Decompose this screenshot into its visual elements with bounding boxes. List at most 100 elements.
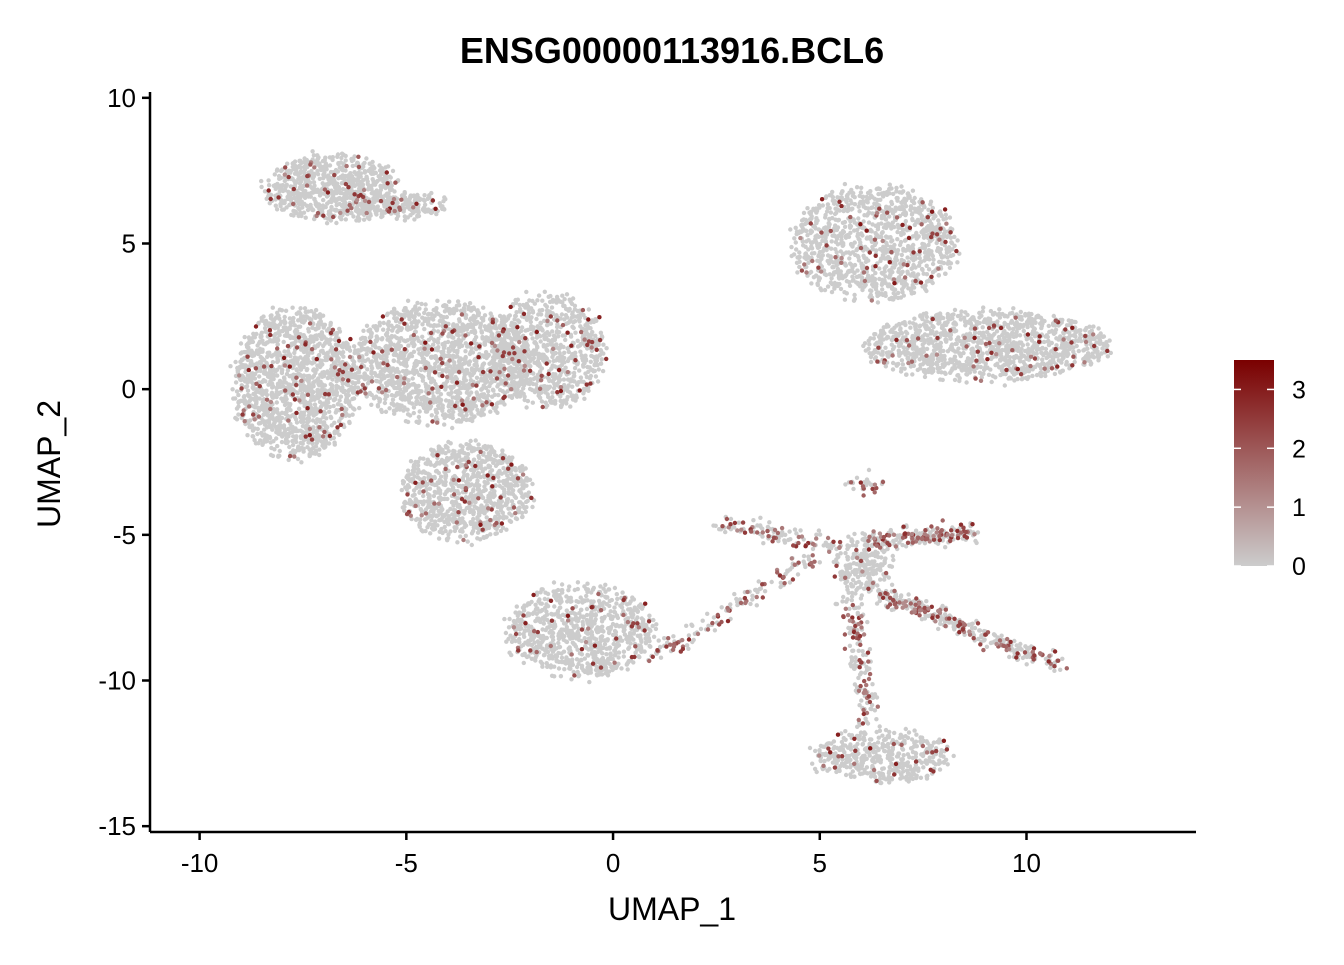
cell-point: [509, 499, 515, 504]
cell-point: [277, 412, 282, 418]
cell-point: [463, 533, 468, 538]
cell-point: [313, 202, 318, 207]
cell-point: [313, 395, 318, 400]
cell-point: [304, 203, 310, 208]
cell-point: [554, 330, 560, 335]
cell-point: [297, 163, 302, 169]
cell-point: [381, 320, 386, 326]
cell-point: [341, 152, 346, 157]
cell-point: [593, 343, 598, 348]
cell-point: [488, 325, 493, 331]
cell-point: [402, 206, 407, 211]
cell-point: [346, 401, 352, 407]
cell-point: [267, 434, 272, 440]
cell-point: [392, 315, 397, 321]
cell-point: [333, 189, 338, 194]
cell-point: [465, 476, 471, 482]
cell-point: [425, 196, 431, 201]
cell-point: [435, 329, 441, 334]
cell-point: [248, 425, 253, 430]
cell-point: [291, 428, 297, 433]
cell-point: [324, 221, 330, 226]
cell-point: [296, 205, 301, 211]
cell-point: [369, 191, 374, 196]
cell-point: [280, 367, 285, 373]
cell-point: [437, 201, 442, 206]
cell-point: [307, 452, 312, 458]
cell-point: [337, 350, 342, 355]
cell-point: [449, 390, 454, 395]
cell-point: [599, 357, 604, 362]
cell-point: [557, 346, 562, 352]
cell-point: [424, 396, 429, 401]
cell-point: [355, 207, 361, 212]
cell-point: [392, 411, 397, 416]
cell-point: [237, 399, 242, 404]
cell-point: [369, 366, 375, 371]
cell-point: [490, 394, 495, 399]
cell-point: [386, 164, 391, 169]
cell-point: [449, 307, 454, 313]
cell-point: [254, 350, 260, 355]
cell-point: [293, 417, 299, 422]
cell-point: [286, 192, 292, 197]
cell-point: [517, 319, 522, 324]
cell-point: [272, 172, 277, 177]
cell-point: [349, 210, 354, 216]
cell-point: [372, 165, 377, 171]
cell-point: [277, 428, 282, 433]
cell-point: [313, 307, 319, 313]
cell-point: [375, 195, 380, 200]
cell-point: [420, 501, 426, 506]
cell-point: [434, 399, 439, 404]
cell-point: [598, 347, 603, 353]
cell-point: [288, 335, 293, 341]
cell-point: [236, 392, 241, 398]
cell-point: [323, 425, 328, 431]
cell-point: [355, 349, 360, 355]
cell-point: [337, 432, 342, 437]
cell-point: [463, 349, 468, 354]
cell-point: [515, 346, 521, 352]
cell-point: [389, 333, 394, 339]
cell-point: [339, 155, 344, 161]
cell-point: [231, 396, 236, 401]
cell-point: [332, 397, 337, 402]
cell-point: [304, 314, 309, 319]
cell-point: [377, 320, 382, 325]
cell-point: [513, 313, 518, 319]
cell-point: [466, 306, 471, 312]
cell-point: [422, 193, 427, 198]
cell-point: [502, 316, 507, 321]
cell-point: [509, 337, 514, 342]
cell-point: [340, 345, 346, 350]
cell-point: [351, 344, 357, 349]
cell-point: [415, 205, 421, 210]
cell-point: [357, 405, 362, 411]
cell-point: [465, 324, 470, 329]
cell-point: [535, 359, 541, 364]
cell-point: [467, 392, 472, 398]
cell-point: [601, 342, 606, 347]
cell-point: [317, 447, 322, 452]
cell-point: [390, 366, 396, 371]
cell-point: [470, 406, 475, 411]
cell-point: [327, 409, 332, 414]
cell-point: [293, 448, 298, 454]
cell-point: [278, 201, 283, 207]
cell-point: [255, 426, 260, 432]
cell-point: [536, 312, 541, 317]
cell-point: [323, 411, 328, 416]
cell-point: [533, 348, 539, 353]
cell-point: [293, 210, 298, 215]
cell-point: [467, 317, 473, 323]
cell-point: [261, 371, 267, 376]
cell-point: [450, 425, 455, 431]
cell-point: [336, 161, 341, 167]
cell-point: [532, 340, 538, 345]
cell-point: [346, 173, 351, 178]
cell-point: [259, 315, 264, 321]
cell-point: [351, 157, 356, 163]
cell-point: [351, 396, 357, 401]
cell-point: [292, 195, 297, 201]
